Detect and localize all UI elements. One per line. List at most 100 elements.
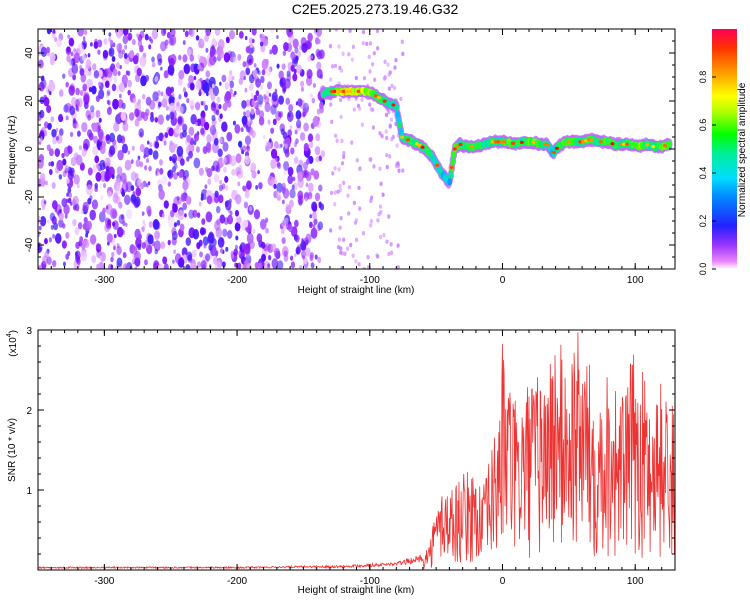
spectrogram-noise-cell xyxy=(290,261,296,269)
spectrogram-noise-cell xyxy=(122,220,126,227)
spectrogram-noise-cell xyxy=(68,192,73,198)
spectrogram-x-tick-label: -100 xyxy=(360,275,380,286)
spectrogram-noise-cell xyxy=(88,70,92,77)
spectrogram-noise-cell xyxy=(242,61,247,68)
spectrogram-noise-cell xyxy=(171,92,175,98)
spectrogram-noise-cell xyxy=(277,260,284,269)
spectrogram-noise-cell xyxy=(214,190,219,198)
spectrogram-noise-cell xyxy=(80,210,84,215)
spectrogram-noise-cell xyxy=(144,74,150,82)
spectrogram-x-tick-label: -200 xyxy=(227,275,247,286)
spectrogram-noise-cell xyxy=(74,227,80,236)
spectrogram-noise-cell xyxy=(91,122,98,133)
spectrogram-noise-cell xyxy=(71,97,77,107)
spectrogram-noise-cell xyxy=(213,173,220,183)
spectrogram-noise-cell xyxy=(148,221,153,228)
spectrogram-noise-cell xyxy=(113,246,116,251)
spectrogram-noise-cell xyxy=(218,194,224,204)
spectrogram-noise-cell xyxy=(107,219,112,226)
spectrogram-noise-cell xyxy=(190,114,197,125)
spectrogram-noise-cell xyxy=(82,36,86,41)
spectrogram-noise-cell xyxy=(255,185,259,190)
spectrogram-ridge-peak xyxy=(417,143,422,148)
spectrogram-faint-cell xyxy=(401,168,405,173)
spectrogram-noise-cell xyxy=(177,116,183,125)
spectrogram-noise-cell xyxy=(92,63,97,71)
spectrogram-noise-cell xyxy=(302,255,305,260)
spectrogram-ridge-peak xyxy=(496,140,501,144)
spectrogram-y-tick-label: 0 xyxy=(24,146,35,152)
spectrogram-noise-cell xyxy=(268,138,272,143)
spectrogram-faint-cell xyxy=(362,266,366,269)
spectrogram-noise-cell xyxy=(163,200,169,209)
spectrogram-noise-cell xyxy=(165,86,172,97)
spectrogram-noise-cell xyxy=(54,36,58,43)
spectrogram-noise-cell xyxy=(318,155,323,162)
spectrogram-noise-cell xyxy=(79,236,84,243)
spectrogram-noise-cell xyxy=(134,108,140,118)
spectrogram-noise-cell xyxy=(85,232,89,238)
spectrogram-ridge-cell xyxy=(397,121,403,129)
spectrogram-faint-cell xyxy=(342,237,346,242)
spectrogram-noise-cell xyxy=(65,231,70,239)
spectrogram-noise-cell xyxy=(245,67,251,76)
spectrogram-noise-cell xyxy=(96,263,100,269)
spectrogram-noise-cell xyxy=(303,122,309,132)
spectrogram-faint-cell xyxy=(390,250,394,255)
spectrogram-noise-cell xyxy=(243,243,251,255)
spectrogram-noise-cell xyxy=(240,127,244,133)
spectrogram-noise-cell xyxy=(185,196,192,205)
spectrogram-noise-cell xyxy=(137,101,141,107)
spectrogram-noise-cell xyxy=(287,166,294,176)
spectrogram-noise-cell xyxy=(69,105,76,116)
spectrogram-noise-cell xyxy=(297,98,303,107)
spectrogram-faint-cell xyxy=(329,228,333,233)
spectrogram-noise-cell xyxy=(296,119,302,129)
spectrogram-noise-cell xyxy=(301,42,308,53)
spectrogram-noise-cell xyxy=(243,201,249,209)
spectrogram-noise-cell xyxy=(48,80,56,92)
spectrogram-faint-cell xyxy=(388,123,392,128)
spectrogram-noise-cell xyxy=(137,155,141,160)
spectrogram-noise-cell xyxy=(282,50,287,56)
spectrogram-noise-cell xyxy=(125,70,129,76)
spectrogram-noise-cell xyxy=(197,261,201,268)
spectrogram-noise-cell xyxy=(98,89,105,100)
spectrogram-noise-cell xyxy=(214,260,222,269)
spectrogram-noise-cell xyxy=(99,183,103,189)
spectrogram-noise-cell xyxy=(204,184,208,189)
spectrogram-noise-cell xyxy=(237,262,242,269)
spectrogram-noise-cell xyxy=(115,61,121,69)
spectrogram-noise-cell xyxy=(171,165,177,173)
spectrogram-noise-cell xyxy=(237,181,241,187)
spectrogram-noise-cell xyxy=(163,70,169,79)
spectrogram-noise-cell xyxy=(131,145,135,151)
spectrogram-noise-cell xyxy=(217,148,223,158)
spectrogram-noise-cell xyxy=(127,79,133,88)
spectrogram-noise-cell xyxy=(204,104,209,111)
spectrogram-ridge-peak xyxy=(546,143,551,147)
spectrogram-noise-cell xyxy=(214,251,219,257)
spectrogram-noise-cell xyxy=(179,158,185,166)
spectrogram-noise-cell xyxy=(68,37,75,47)
spectrogram-noise-cell xyxy=(169,111,175,120)
spectrogram-noise-cell xyxy=(104,173,110,182)
spectrogram-x-label: Height of straight line (km) xyxy=(298,285,415,296)
spectrogram-noise-cell xyxy=(178,170,184,179)
spectrogram-noise-cell xyxy=(292,73,298,82)
spectrogram-noise-cell xyxy=(69,59,74,67)
spectrogram-noise-cell xyxy=(98,211,106,223)
snr-x-tick-label: -300 xyxy=(94,576,114,587)
spectrogram-noise-cell xyxy=(270,148,278,159)
spectrogram-noise-cell xyxy=(121,102,126,110)
spectrogram-noise-cell xyxy=(200,127,205,136)
spectrogram-noise-cell xyxy=(48,161,52,167)
spectrogram-noise-cell xyxy=(303,142,309,152)
spectrogram-noise-cell xyxy=(267,263,271,269)
spectrogram-ridge-peak xyxy=(502,140,507,144)
colorbar-tick-label: 0.0 xyxy=(698,263,708,276)
spectrogram-noise-cell xyxy=(207,178,212,185)
colorbar-gradient xyxy=(712,29,737,269)
spectrogram-faint-cell xyxy=(376,218,380,223)
spectrogram-noise-cell xyxy=(61,152,65,159)
